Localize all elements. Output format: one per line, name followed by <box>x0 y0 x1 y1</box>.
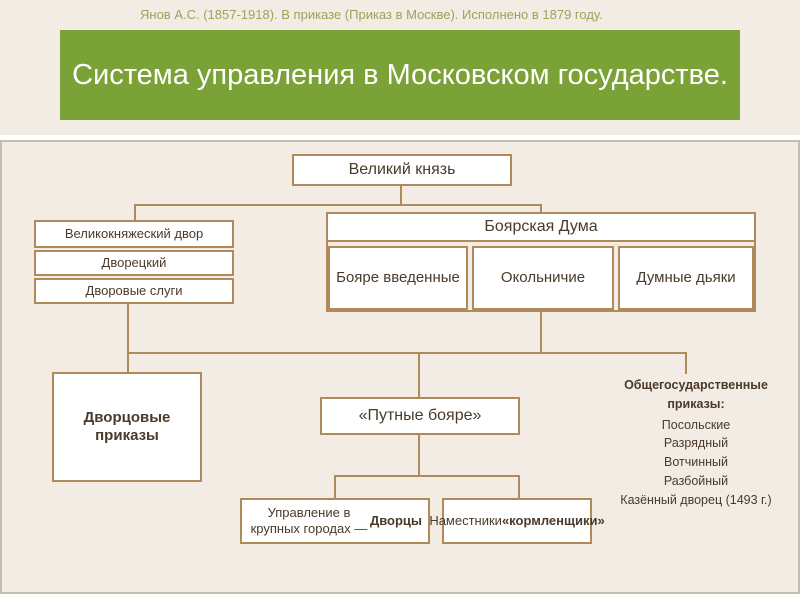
header: Янов А.С. (1857-1918). В приказе (Приказ… <box>0 0 800 135</box>
node-upravlenie: Управление в крупных городах — Дворцы <box>240 498 430 544</box>
node-putnye: «Путные бояре» <box>320 397 520 435</box>
node-okolnichie: Окольничие <box>472 246 614 310</box>
connector-line <box>400 186 402 204</box>
state-orders-list: Общегосударственные приказы:ПосольскиеРа… <box>602 376 790 509</box>
org-chart: Великий князь Великокняжеский дворДворецк… <box>0 140 800 594</box>
node-court: Великокняжеский двор <box>34 220 234 248</box>
connector-line <box>418 435 420 475</box>
node-dumnye: Думные дьяки <box>618 246 754 310</box>
node-kormlen: Наместники «кормленщики» <box>442 498 592 544</box>
connector-line <box>518 475 520 498</box>
node-boyare-vved: Бояре введенные <box>328 246 468 310</box>
connector-line <box>334 475 336 498</box>
connector-line <box>685 352 687 374</box>
slide-title: Система управления в Московском государс… <box>60 30 740 120</box>
connector-line <box>134 204 542 206</box>
connector-line <box>540 204 542 212</box>
connector-line <box>334 475 520 477</box>
node-palace-orders: Дворцовые приказы <box>52 372 202 482</box>
connector-line <box>418 352 420 397</box>
node-servants: Дворовые слуги <box>34 278 234 304</box>
node-grand-prince: Великий князь <box>292 154 512 186</box>
connector-line <box>134 204 136 220</box>
connector-line <box>127 304 129 372</box>
node-duma: Боярская Дума <box>326 212 756 242</box>
connector-line <box>540 312 542 352</box>
overlay-caption: Янов А.С. (1857-1918). В приказе (Приказ… <box>140 6 700 24</box>
node-butler: Дворецкий <box>34 250 234 276</box>
connector-line <box>127 352 687 354</box>
